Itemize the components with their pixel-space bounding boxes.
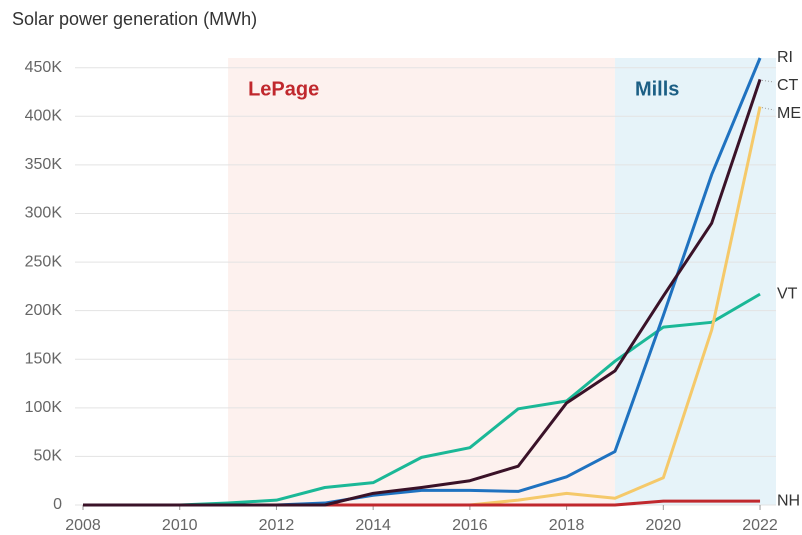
y-tick-label: 100K bbox=[25, 399, 63, 416]
era-span bbox=[228, 58, 615, 505]
label-leader bbox=[761, 107, 775, 111]
spans: LePage Mills bbox=[228, 58, 776, 505]
y-tick-label: 150K bbox=[25, 350, 63, 367]
series-line bbox=[83, 78, 762, 507]
y-tick-label: 0 bbox=[53, 496, 62, 513]
series-label: RI bbox=[777, 49, 793, 66]
series-label: NH bbox=[777, 492, 800, 509]
x-tick-label: 2014 bbox=[355, 517, 391, 534]
series-label: VT bbox=[777, 285, 798, 302]
x-tick-label: 2016 bbox=[452, 517, 488, 534]
x-tick-label: 2010 bbox=[162, 517, 198, 534]
chart-title: Solar power generation (MWh) bbox=[12, 9, 257, 29]
y-tick-label: 250K bbox=[25, 253, 63, 270]
era-label: LePage bbox=[248, 78, 319, 100]
x-tick-label: 2018 bbox=[549, 517, 585, 534]
era-label: Mills bbox=[635, 78, 679, 100]
y-tick-label: 350K bbox=[25, 156, 63, 173]
y-tick-label: 200K bbox=[25, 302, 63, 319]
y-tick-label: 50K bbox=[34, 448, 63, 465]
y-tick-label: 300K bbox=[25, 205, 63, 222]
y-tick-label: 450K bbox=[25, 59, 63, 76]
label-leader bbox=[761, 79, 775, 83]
lines: RI CT ME VT NH bbox=[83, 49, 801, 509]
x-tick-label: 2012 bbox=[259, 517, 295, 534]
x-tick-label: 2022 bbox=[742, 517, 778, 534]
era-span bbox=[614, 58, 776, 505]
grid: 0 50K 100K 150K 200K 250K 300K 350K 400K 450K 2008… bbox=[25, 59, 778, 534]
series-label: CT bbox=[777, 77, 799, 94]
x-tick-label: 2008 bbox=[65, 517, 101, 534]
y-tick-label: 400K bbox=[25, 108, 63, 125]
series-label: ME bbox=[777, 105, 801, 122]
x-tick-label: 2020 bbox=[646, 517, 682, 534]
